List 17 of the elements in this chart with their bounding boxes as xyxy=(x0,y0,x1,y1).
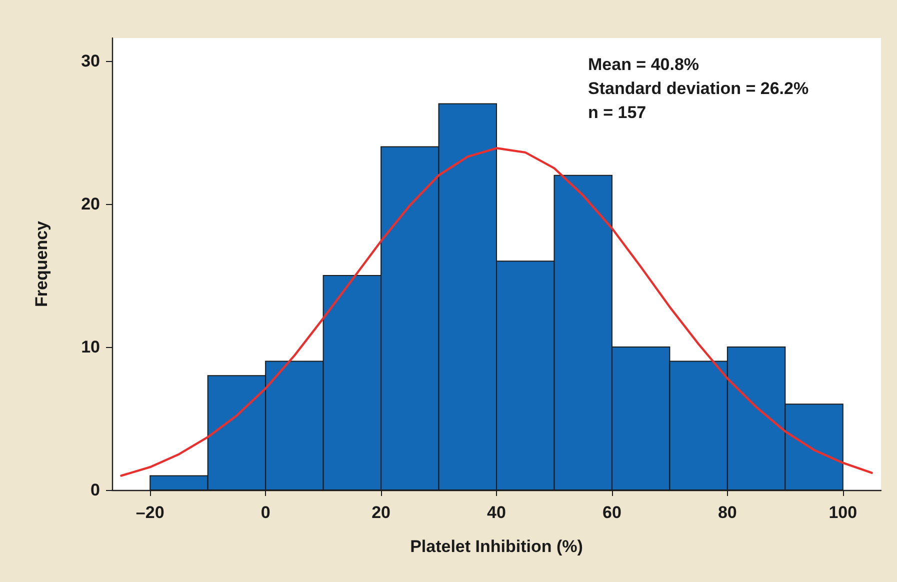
x-tick-label: 100 xyxy=(828,503,858,522)
x-axis-title: Platelet Inhibition (%) xyxy=(410,537,583,556)
annotation: Standard deviation = 26.2% xyxy=(588,79,809,98)
y-tick-label: 20 xyxy=(81,194,100,214)
annotation: Mean = 40.8% xyxy=(588,55,700,74)
line-series xyxy=(120,147,873,477)
x-tick-label: 0 xyxy=(260,503,270,522)
annotation: n = 157 xyxy=(588,103,646,122)
x-tick-label: 80 xyxy=(718,503,737,522)
x-tick-label: 60 xyxy=(602,503,622,522)
x-tick-label: –20 xyxy=(136,503,164,522)
y-tick-label: 30 xyxy=(81,51,100,70)
y-axis-title: Frequency xyxy=(32,220,51,307)
x-tick-label: 40 xyxy=(487,503,506,522)
y-tick-label: 0 xyxy=(90,480,100,500)
y-tick-label: 10 xyxy=(81,337,100,356)
x-tick-label: 20 xyxy=(372,503,390,522)
